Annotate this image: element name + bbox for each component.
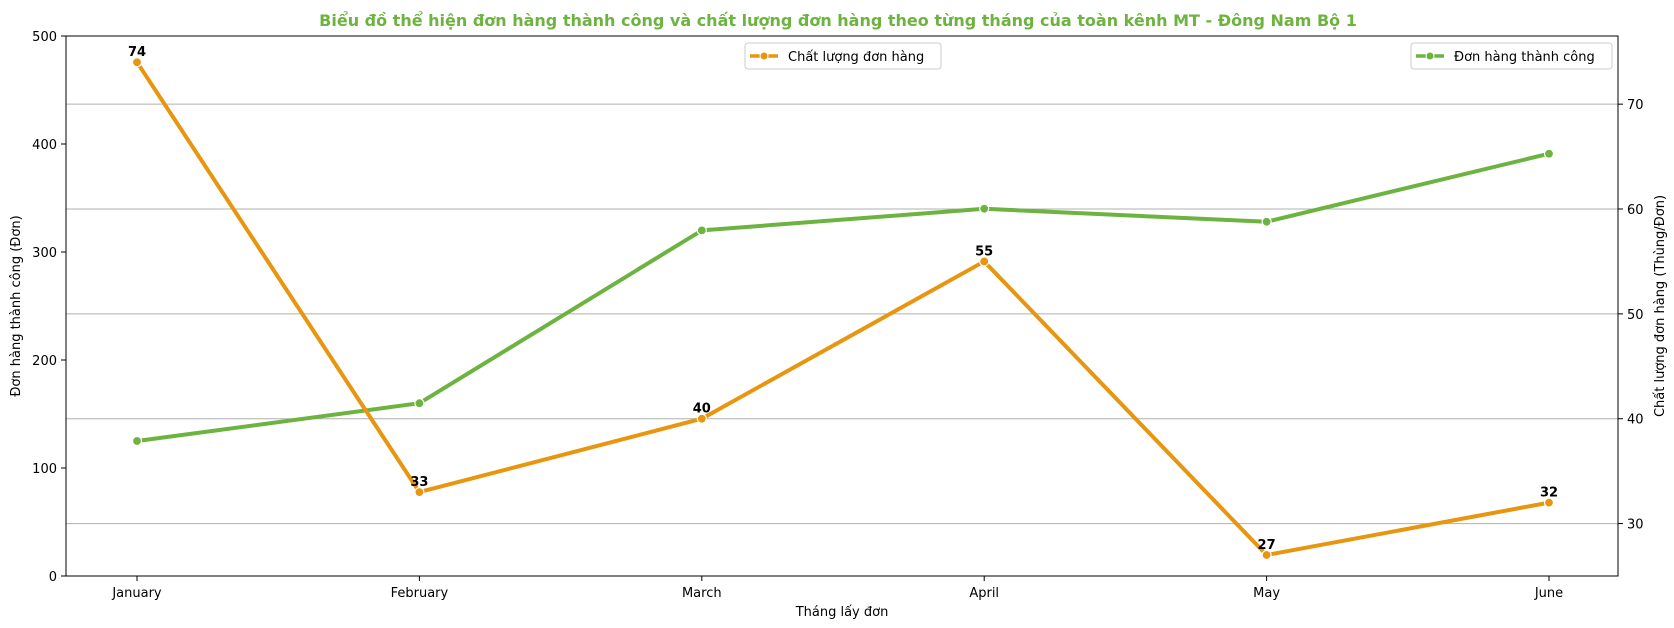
legend-quality: Chất lượng đơn hàng: [744, 42, 942, 70]
series-line-quality: [135, 60, 1551, 558]
right-y-tick-label: 60: [1627, 203, 1644, 218]
data-label: 33: [410, 475, 428, 490]
right-y-tick-label: 50: [1627, 308, 1644, 323]
data-point-orders: [979, 203, 990, 214]
legend-quality-label: Chất lượng đơn hàng: [788, 50, 924, 65]
right-y-tick-label: 30: [1627, 518, 1644, 533]
right-y-axis-label: Chất lượng đơn hàng (Thùng/Đơn): [1653, 195, 1668, 417]
data-point-quality: [1261, 549, 1272, 561]
x-axis-label: Tháng lấy đơn: [795, 605, 889, 620]
left-y-tick-label: 100: [32, 462, 57, 477]
x-tick-label: April: [969, 586, 999, 601]
x-tick-label: February: [391, 586, 449, 601]
left-y-tick-label: 0: [49, 570, 57, 585]
legend-quality-box: [744, 42, 942, 70]
data-point-orders: [1543, 148, 1555, 159]
plot-frame: [65, 35, 1619, 577]
data-point-quality: [414, 487, 425, 498]
data-point-quality: [696, 413, 707, 424]
data-point-quality: [979, 256, 990, 267]
left-y-tick-label: 200: [32, 354, 57, 369]
legend-orders-box: [1410, 42, 1613, 70]
left-y-tick-label: 400: [32, 138, 57, 153]
right-y-tick-label: 40: [1627, 413, 1644, 428]
left-y-tick-label: 500: [32, 30, 57, 45]
data-label: 40: [693, 402, 711, 417]
legend-quality-marker: [759, 51, 769, 61]
data-point-orders: [696, 225, 707, 236]
data-label: 55: [975, 244, 993, 259]
data-point-orders: [131, 435, 143, 447]
data-label: 74: [128, 45, 146, 60]
data-label: 27: [1258, 538, 1276, 553]
series-layer: 74 33 40 55 27 32: [128, 45, 1558, 561]
series-line-orders: [135, 151, 1551, 443]
x-tick-label: May: [1253, 586, 1280, 601]
left-y-tick-label: 300: [32, 246, 57, 261]
gridlines: [66, 103, 1618, 525]
x-tick-label: June: [1534, 586, 1563, 601]
left-y-axis: 0 100 200 300 400 500: [32, 30, 66, 585]
legend-orders-marker: [1425, 51, 1435, 61]
data-point-quality: [131, 57, 143, 68]
x-axis: January February March April May June: [111, 576, 1563, 601]
legend-orders: Đơn hàng thành công: [1410, 42, 1613, 70]
data-point-quality: [1543, 497, 1555, 508]
right-y-axis: 30 40 50 60 70: [1618, 98, 1644, 533]
left-y-axis-label: Đơn hàng thành công (Đơn): [9, 215, 24, 396]
data-point-orders: [1261, 216, 1272, 227]
data-point-orders: [414, 398, 425, 409]
x-tick-label: March: [682, 586, 722, 601]
x-tick-label: January: [111, 586, 162, 601]
right-y-tick-label: 70: [1627, 98, 1644, 113]
legend-orders-label: Đơn hàng thành công: [1454, 50, 1595, 65]
data-label: 32: [1540, 486, 1558, 501]
chart-title: Biểu đồ thể hiện đơn hàng thành công và …: [319, 11, 1357, 30]
